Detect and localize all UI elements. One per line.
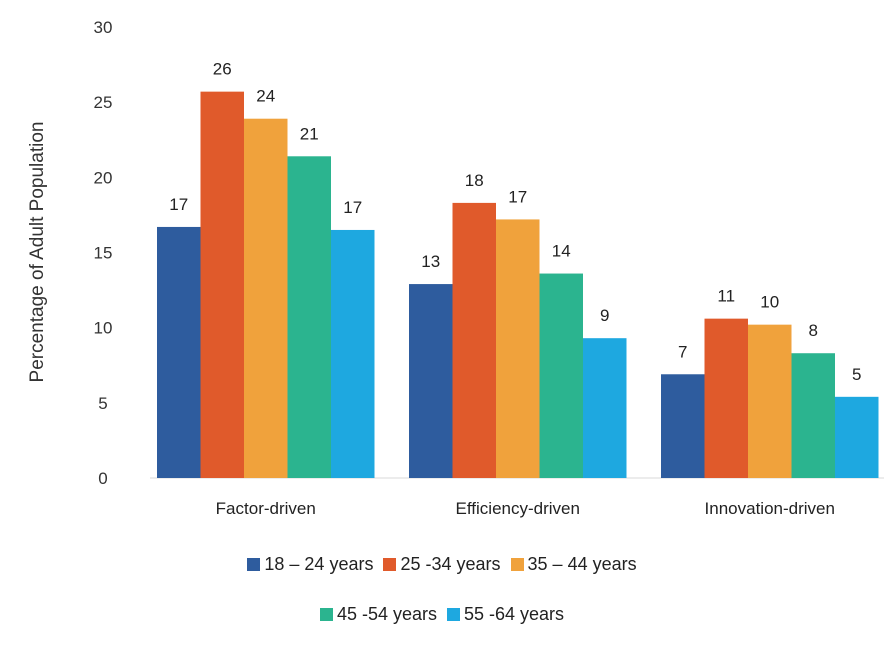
legend-label: 18 – 24 years: [264, 554, 374, 574]
data-label: 18: [465, 171, 484, 190]
y-axis-label: Percentage of Adult Population: [27, 122, 48, 383]
data-label: 11: [717, 287, 735, 306]
bar: [835, 396, 879, 478]
x-tick-label: Innovation-driven: [705, 499, 835, 518]
legend-label: 45 -54 years: [336, 604, 437, 624]
y-tick-label: 15: [94, 244, 113, 263]
legend-item: 25 -34 years: [383, 554, 501, 575]
legend-item: 55 -64 years: [447, 604, 564, 625]
bar: [244, 118, 288, 478]
data-label: 17: [343, 198, 362, 217]
bar: [409, 284, 453, 478]
data-label: 14: [552, 242, 571, 261]
bar: [748, 324, 792, 478]
legend-label: 55 -64 years: [464, 604, 565, 624]
data-label: 26: [213, 60, 232, 79]
data-label: 17: [169, 195, 188, 214]
bar: [791, 353, 835, 478]
legend-label: 35 – 44 years: [527, 554, 637, 574]
y-tick-label: 20: [94, 168, 113, 187]
y-tick-label: 25: [94, 93, 113, 112]
bar: [704, 318, 748, 478]
data-label: 5: [852, 365, 861, 384]
legend-label: 25 -34 years: [400, 554, 501, 574]
data-label: 24: [256, 87, 275, 106]
legend-swatch: [510, 558, 524, 571]
bar: [539, 273, 583, 478]
legend-swatch: [383, 558, 397, 571]
bar: [287, 156, 331, 478]
data-label: 9: [600, 306, 609, 325]
data-label: 10: [760, 293, 779, 312]
data-label: 8: [809, 321, 818, 340]
legend-row-1: 18 – 24 years 25 -34 years 35 – 44 years: [0, 554, 884, 575]
bar: [157, 226, 201, 478]
y-tick-label: 5: [98, 394, 107, 413]
legend-swatch: [447, 608, 460, 621]
legend-item: 45 -54 years: [319, 604, 437, 625]
bar: [583, 338, 627, 478]
legend-row-2: 45 -54 years 55 -64 years: [0, 604, 884, 625]
data-label: 13: [421, 252, 440, 271]
legend-swatch: [319, 608, 333, 621]
data-label: 17: [508, 187, 527, 206]
y-tick-label: 30: [94, 18, 113, 37]
data-label: 21: [300, 124, 319, 143]
x-tick-label: Efficiency-driven: [456, 499, 580, 518]
y-tick-label: 0: [98, 469, 107, 488]
bar: [452, 202, 496, 478]
bar: [496, 219, 540, 478]
bar: [661, 374, 705, 478]
bar: [200, 91, 244, 478]
y-tick-label: 10: [94, 319, 113, 338]
data-label: 7: [678, 342, 687, 361]
x-tick-label: Factor-driven: [216, 499, 316, 518]
legend-item: 35 – 44 years: [510, 554, 637, 575]
legend-item: 18 – 24 years: [247, 554, 373, 575]
bar: [331, 229, 375, 478]
legend-swatch: [247, 558, 261, 571]
